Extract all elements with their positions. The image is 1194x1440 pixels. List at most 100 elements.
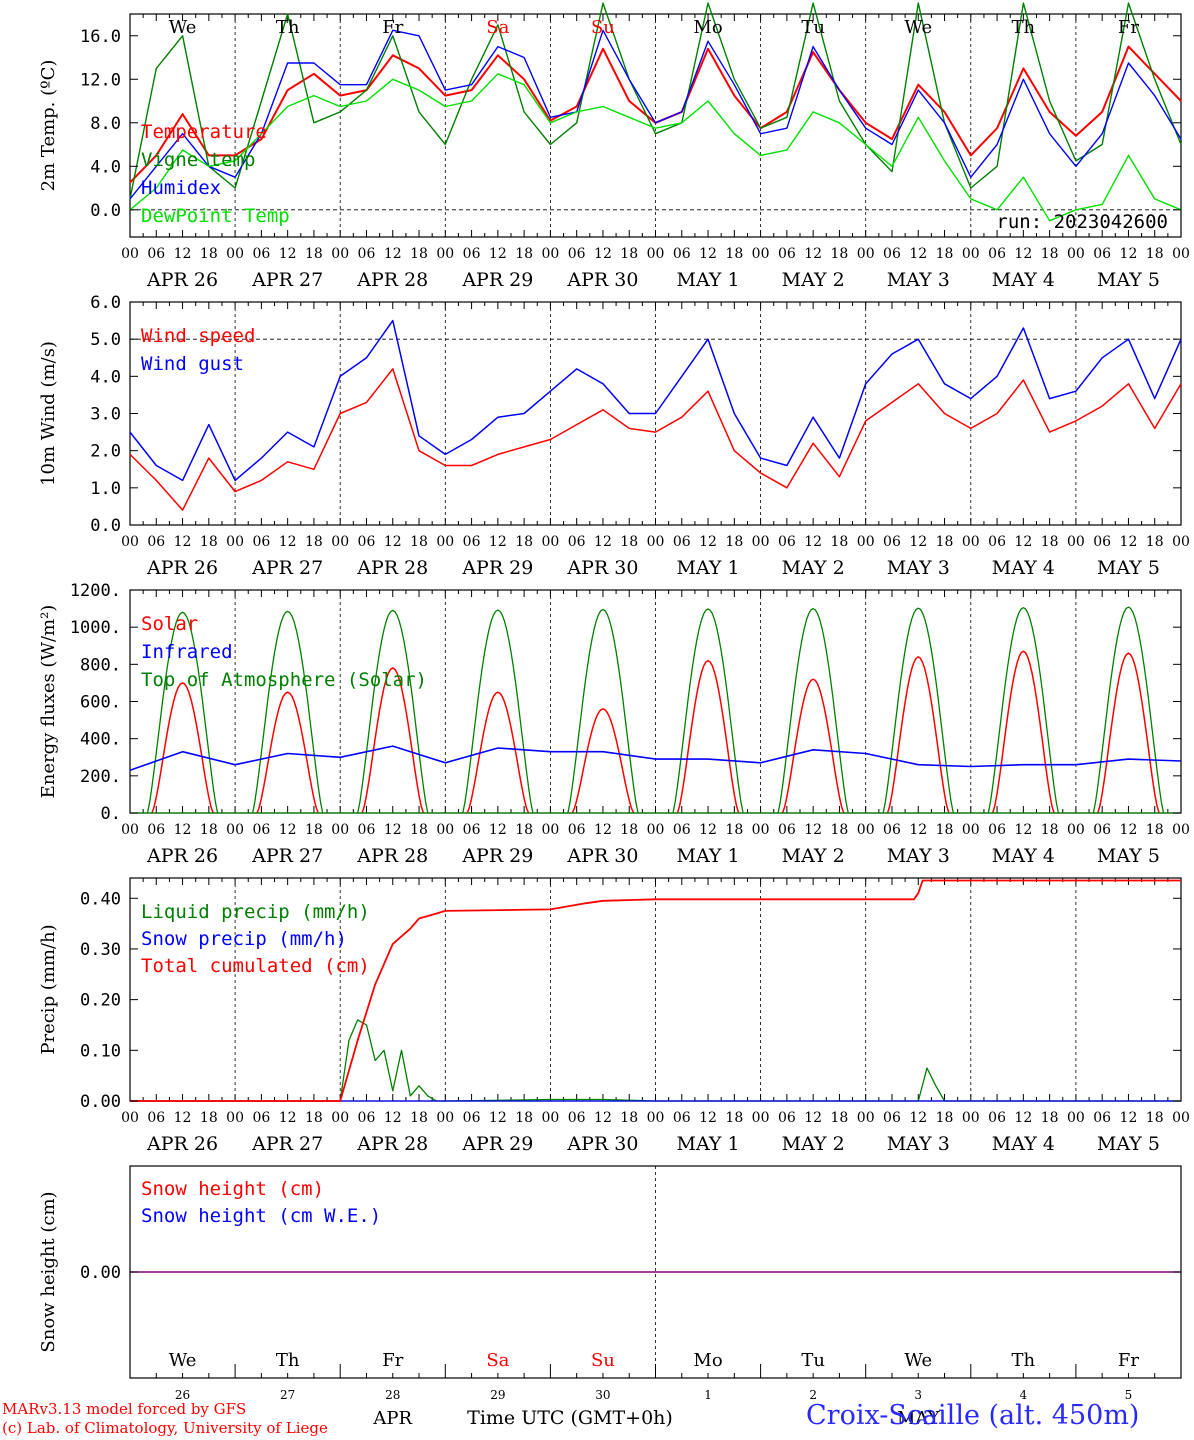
date-label: MAY 2: [782, 269, 845, 291]
hour-tick-label: 12: [279, 534, 297, 550]
hour-tick-label: 18: [515, 246, 533, 262]
hour-tick-label: 12: [804, 822, 822, 838]
hour-tick-label: 12: [909, 246, 927, 262]
series-line-2: [146, 611, 219, 814]
run-annotation: run: 2023042600: [996, 211, 1168, 233]
hour-tick-label: 18: [936, 822, 954, 838]
y-tick-label: 1000.: [70, 618, 121, 638]
date-label: MAY 3: [887, 845, 950, 867]
date-label: APR 27: [251, 1133, 323, 1155]
hour-tick-label: 00: [331, 822, 349, 838]
date-label: MAY 2: [782, 557, 845, 579]
hour-tick-label: 00: [331, 1110, 349, 1126]
hour-tick-label: 12: [699, 822, 717, 838]
series-line-2: [130, 879, 1181, 1102]
station-title: Croix-Scaille (alt. 450m): [806, 1400, 1140, 1431]
hour-tick-label: 18: [620, 534, 638, 550]
hour-tick-label: 12: [594, 246, 612, 262]
hour-tick-label: 00: [121, 1110, 139, 1126]
hour-tick-label: 18: [1146, 1110, 1164, 1126]
hour-tick-label: 00: [541, 822, 559, 838]
hour-tick-label: 06: [568, 822, 586, 838]
y-tick-label: 600.: [80, 693, 121, 713]
hour-tick-label: 00: [121, 534, 139, 550]
hour-tick-label: 06: [358, 246, 376, 262]
date-label: MAY 5: [1097, 269, 1160, 291]
weekday-label: We: [904, 1350, 932, 1371]
month-label: MAY: [897, 1408, 941, 1429]
series-line-1: [129, 745, 1182, 772]
date-label: MAY 2: [782, 1133, 845, 1155]
y-tick-label: 4.0: [90, 157, 121, 177]
hour-tick-label: 12: [699, 1110, 717, 1126]
hour-tick-label: 12: [489, 822, 507, 838]
series-line-2: [1092, 606, 1165, 814]
hour-tick-label: 00: [752, 1110, 770, 1126]
day-number: 29: [490, 1388, 505, 1402]
y-tick-label: 3.0: [90, 405, 121, 425]
series-line-0: [130, 1019, 1181, 1102]
weekday-label: Sa: [486, 1350, 509, 1371]
y-tick-label: 0.0: [90, 201, 121, 221]
legend-entry: Infrared: [141, 641, 233, 663]
hour-tick-label: 12: [909, 534, 927, 550]
date-label: APR 27: [251, 269, 323, 291]
hour-tick-label: 18: [410, 822, 428, 838]
model-credit: MARv3.13 model forced by GFS: [2, 1400, 247, 1418]
weekday-label: We: [904, 17, 932, 38]
hour-tick-label: 06: [358, 534, 376, 550]
hour-tick-label: 00: [647, 1110, 665, 1126]
hour-tick-label: 00: [1067, 822, 1085, 838]
hour-tick-label: 06: [673, 822, 691, 838]
date-label: APR 27: [251, 557, 323, 579]
hour-tick-label: 06: [673, 534, 691, 550]
date-label: MAY 1: [677, 269, 740, 291]
series-line-0: [129, 368, 1182, 511]
hour-tick-label: 06: [463, 1110, 481, 1126]
hour-tick-label: 18: [1041, 534, 1059, 550]
series-line-0: [1097, 652, 1160, 814]
y-tick-label: 800.: [80, 655, 121, 675]
hour-tick-label: 00: [962, 822, 980, 838]
series-line-2: [462, 609, 534, 814]
series-line-3: [129, 73, 1182, 222]
date-label: APR 29: [461, 1133, 533, 1155]
hour-tick-label: 06: [463, 246, 481, 262]
legend-entry: Total cumulated (cm): [141, 955, 370, 977]
hour-tick-label: 06: [1093, 534, 1111, 550]
hour-tick-label: 00: [962, 534, 980, 550]
hour-tick-label: 00: [962, 1110, 980, 1126]
day-number: 26: [175, 1388, 190, 1402]
y-tick-label: 200.: [80, 767, 121, 787]
day-number: 3: [914, 1388, 922, 1402]
hour-tick-label: 00: [647, 246, 665, 262]
day-number: 5: [1125, 1388, 1133, 1402]
hour-tick-label: 00: [436, 822, 454, 838]
date-label: APR 28: [356, 557, 428, 579]
hour-tick-label: 06: [252, 822, 270, 838]
y-tick-label: 8.0: [90, 114, 121, 134]
date-label: MAY 4: [992, 845, 1055, 867]
series-line-0: [129, 45, 1182, 184]
date-label: APR 26: [146, 845, 218, 867]
hour-tick-label: 12: [279, 822, 297, 838]
hour-tick-label: 12: [594, 822, 612, 838]
hour-tick-label: 18: [515, 1110, 533, 1126]
series-line-0: [256, 691, 319, 814]
lab-credit: (c) Lab. of Climatology, University of L…: [2, 1419, 328, 1437]
series-line-2: [129, 29, 1182, 200]
hour-tick-label: 18: [831, 1110, 849, 1126]
weekday-label: Fr: [1118, 17, 1139, 38]
hour-tick-label: 06: [1093, 822, 1111, 838]
hour-tick-label: 00: [226, 1110, 244, 1126]
hour-tick-label: 00: [1172, 246, 1190, 262]
weekday-label: Fr: [382, 17, 403, 38]
hour-tick-label: 18: [725, 534, 743, 550]
series-line-2: [672, 608, 744, 814]
date-label: MAY 3: [887, 1133, 950, 1155]
hour-tick-label: 00: [436, 246, 454, 262]
plot-frame-2: [129, 589, 1182, 814]
hour-tick-label: 18: [515, 534, 533, 550]
y-tick-label: 0.00: [80, 1263, 121, 1283]
hour-tick-label: 12: [594, 534, 612, 550]
